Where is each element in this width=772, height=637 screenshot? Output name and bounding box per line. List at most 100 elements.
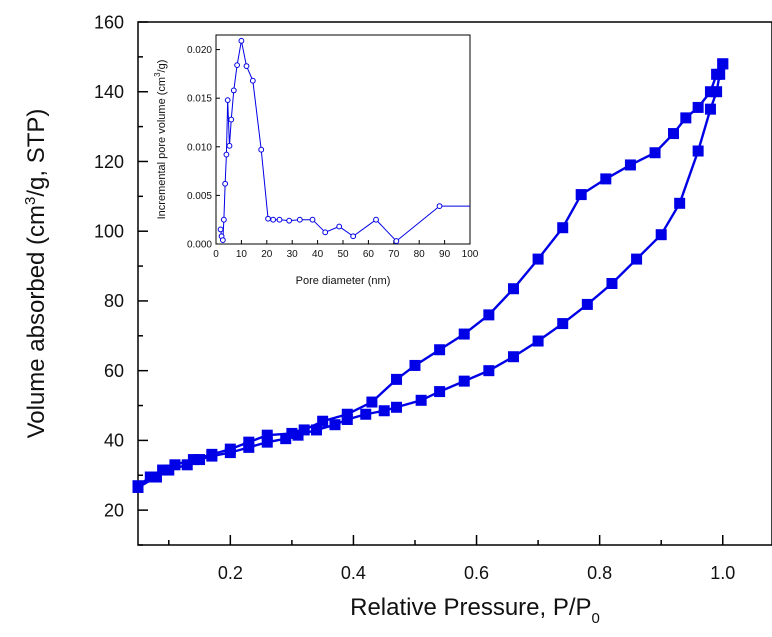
- main-data-point: [711, 68, 723, 80]
- main-data-point: [286, 427, 298, 439]
- main-y-tick-label: 120: [94, 152, 124, 172]
- inset-data-point: [238, 37, 245, 44]
- main-data-point: [680, 112, 692, 124]
- main-y-tick-label: 40: [104, 431, 124, 451]
- main-data-point: [292, 429, 304, 441]
- inset-data-point: [276, 216, 283, 223]
- main-data-point: [150, 471, 162, 483]
- inset-y-tick-label: 0.000: [187, 240, 212, 251]
- main-x-axis-subscript: 0: [592, 610, 600, 627]
- main-data-point: [532, 253, 544, 265]
- inset-data-point: [258, 146, 265, 153]
- main-data-point: [415, 394, 427, 406]
- main-data-point: [704, 103, 716, 115]
- inset-data-point: [228, 116, 235, 123]
- main-data-point: [366, 396, 378, 408]
- main-data-point: [483, 365, 495, 377]
- inset-data-point: [223, 151, 230, 158]
- inset-y-tick-label: 0.010: [187, 142, 212, 153]
- main-data-point: [187, 454, 199, 466]
- inset-data-point: [234, 62, 240, 69]
- inset-plot-frame: [215, 34, 471, 245]
- main-data-point: [717, 58, 729, 70]
- inset-x-axis: 0 10 20 30 40 50 60 70 80 90 100: [213, 240, 479, 260]
- inset-x-tick-label: 0: [213, 249, 219, 260]
- main-data-point: [483, 309, 495, 321]
- inset-data-point: [224, 97, 231, 104]
- main-series-line-adsorption: [137, 63, 724, 489]
- main-x-axis: 0.2 0.4 0.6 0.8 1.0: [168, 535, 735, 583]
- main-data-point: [280, 433, 292, 445]
- main-data-point: [600, 173, 612, 185]
- main-data-point: [668, 128, 680, 140]
- inset-y-tick-label: 0.005: [187, 191, 212, 202]
- main-y-tick-label: 20: [104, 500, 124, 520]
- inset-x-axis-title: Pore diameter (nm): [296, 275, 391, 287]
- main-x-tick-label: 0.8: [587, 563, 612, 583]
- main-data-point: [194, 454, 206, 466]
- inset-data-point: [350, 233, 357, 240]
- main-data-point: [624, 159, 636, 171]
- main-y-axis-title: Volume absorbed (cm3/g, STP): [22, 109, 50, 439]
- main-series-group: [132, 58, 729, 493]
- main-data-point: [261, 429, 273, 441]
- inset-data-point: [373, 216, 379, 223]
- inset-data-point: [286, 217, 293, 224]
- main-x-tick-label: 1.0: [710, 563, 735, 583]
- main-data-point: [391, 401, 403, 413]
- inset-x-tick-label: 70: [388, 249, 400, 260]
- main-x-tick-label: 0.6: [464, 563, 489, 583]
- main-data-point: [507, 283, 519, 295]
- main-data-point: [157, 464, 169, 476]
- inset-data-point: [436, 203, 443, 209]
- main-data-point: [378, 405, 390, 417]
- main-data-point: [704, 86, 716, 98]
- main-x-tick-label: 0.2: [218, 563, 243, 583]
- main-data-point: [631, 253, 643, 265]
- inset-y-tick-label: 0.015: [187, 94, 212, 105]
- inset-data-point: [222, 180, 229, 187]
- main-data-point: [224, 443, 236, 455]
- inset-data-point: [296, 216, 303, 223]
- main-data-point: [360, 408, 372, 420]
- main-data-point: [206, 448, 218, 460]
- main-data-point: [434, 344, 446, 356]
- main-data-point: [144, 471, 156, 483]
- inset-series-line: [220, 40, 470, 242]
- main-data-point: [317, 415, 329, 427]
- main-data-point: [557, 222, 569, 234]
- inset-data-point: [220, 216, 227, 223]
- main-data-point: [329, 419, 341, 431]
- inset-y-axis-title: Incremental pore volume (cm3/g): [153, 60, 168, 220]
- inset-data-point: [226, 142, 233, 149]
- main-data-point: [434, 386, 446, 398]
- main-data-point: [169, 459, 181, 471]
- main-data-point: [458, 328, 470, 340]
- main-data-point: [458, 375, 470, 387]
- main-y-axis: 20 40 60 80 100 120 140 160: [94, 12, 148, 546]
- inset-data-point: [265, 215, 271, 222]
- main-y-tick-label: 160: [94, 12, 124, 32]
- inset-data-point: [243, 63, 250, 70]
- inset-x-tick-label: 80: [414, 249, 426, 260]
- inset-x-tick-label: 100: [462, 249, 479, 260]
- inset-data-point: [219, 237, 226, 244]
- main-data-point: [311, 424, 323, 436]
- inset-x-tick-label: 40: [312, 249, 324, 260]
- inset-pore-size-chart: 0.000 0.005 0.010 0.015 0.020 0 10 20 30 40 50 60 7…: [153, 34, 479, 287]
- main-x-axis-title: Relative Pressure, P/P0: [350, 594, 600, 627]
- main-data-point: [581, 298, 593, 310]
- main-data-point: [243, 436, 255, 448]
- inset-data-point: [270, 216, 277, 223]
- main-data-point: [692, 101, 704, 113]
- main-y-tick-label: 60: [104, 361, 124, 381]
- inset-x-tick-label: 50: [337, 249, 349, 260]
- inset-data-point: [249, 77, 256, 84]
- inset-x-tick-label: 20: [261, 249, 273, 260]
- main-plot-frame: [137, 21, 772, 546]
- inset-y-tick-label: 0.020: [187, 45, 212, 56]
- inset-data-point: [322, 229, 329, 236]
- main-data-point: [341, 408, 353, 420]
- main-y-tick-label: 100: [94, 222, 124, 242]
